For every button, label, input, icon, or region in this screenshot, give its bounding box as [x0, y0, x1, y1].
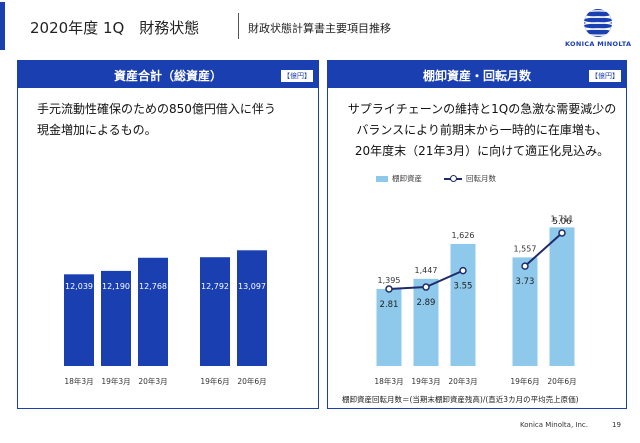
legend-label: 棚卸資産	[392, 174, 422, 183]
slide-header: 2020年度 1Q 財務状態 財政状態計算書主要項目推移 KONICA MINO…	[0, 0, 640, 55]
x-tick-label: 19年3月	[411, 376, 440, 386]
bar-value-label: 1,447	[415, 266, 438, 275]
logo-wordmark: KONICA MINOLTA	[565, 40, 632, 48]
chart-bar	[237, 250, 267, 366]
line-point	[385, 285, 393, 293]
bar-value-label: 1,626	[452, 231, 475, 240]
page-title: 2020年度 1Q 財務状態	[30, 19, 200, 37]
title-divider	[238, 13, 239, 39]
description-line: 20年度末（21年3月）に向けて適正化見込み。	[354, 144, 610, 158]
x-tick-label: 19年3月	[101, 376, 130, 386]
legend-marker-icon	[450, 175, 457, 182]
bar-value-label: 13,097	[238, 282, 266, 291]
description-line: サプライチェーンの維持と1Qの急激な需要減少の	[347, 102, 617, 116]
panel-description: 手元流動性確保のための850億円借入に伴う 現金増加によるもの。	[37, 99, 317, 141]
header-accent-bar	[0, 2, 5, 50]
bar-value-label: 12,190	[102, 282, 130, 291]
panel-description: サプライチェーンの維持と1Qの急激な需要減少の バランスにより前期末から一時的に…	[338, 99, 626, 162]
unit-badge: 【億円】	[281, 70, 313, 82]
x-tick-label: 20年6月	[547, 376, 576, 386]
total-assets-panel: 資産合計（総資産） 【億円】 手元流動性確保のための850億円借入に伴う 現金増…	[17, 60, 319, 409]
line-value-label: 5.06	[553, 217, 572, 227]
chart-bar	[450, 243, 476, 366]
chart-bar	[413, 278, 439, 366]
line-value-label: 3.55	[454, 282, 473, 292]
unit-badge: 【億円】	[589, 70, 621, 82]
chart-bar	[64, 274, 94, 366]
chart-bar	[138, 257, 168, 366]
legend-swatch	[376, 176, 388, 182]
x-tick-label: 19年6月	[510, 376, 539, 386]
bar-value-label: 1,395	[378, 276, 401, 285]
bar-value-label: 12,792	[201, 282, 229, 291]
line-point	[459, 266, 467, 275]
footer-company: Konica Minolta, Inc.	[520, 421, 588, 429]
x-tick-label: 20年3月	[138, 376, 167, 386]
line-point	[521, 262, 529, 270]
panel-header: 棚卸資産・回転月数 【億円】	[328, 61, 626, 88]
inventory-panel: 棚卸資産・回転月数 【億円】 サプライチェーンの維持と1Qの急激な需要減少の バ…	[327, 60, 627, 409]
bar-value-label: 1,557	[514, 244, 537, 253]
chart-bar	[200, 257, 230, 366]
line-value-label: 2.89	[417, 298, 436, 308]
line-point	[558, 229, 566, 237]
line-value-label: 2.81	[380, 300, 399, 310]
chart-bar	[512, 257, 538, 366]
panel-title: 棚卸資産・回転月数	[422, 69, 531, 83]
x-tick-label: 19年6月	[200, 376, 229, 386]
description-line: 手元流動性確保のための850億円借入に伴う	[37, 102, 276, 116]
panel-header: 資産合計（総資産） 【億円】	[18, 61, 318, 88]
page-number: 19	[612, 421, 621, 429]
inventory-chart: 1,395 18年3月 1,447 19年3月 1,626 20年3月 1,557 19年6月…	[374, 214, 576, 386]
chart-bar	[549, 227, 575, 366]
turnover-line-segment	[524, 232, 563, 267]
chart-bar	[101, 270, 131, 366]
formula-note: 棚卸資産回転月数＝(当期末棚卸資産残高)/(直近3カ月の平均売上原価)	[342, 395, 579, 404]
description-line: バランスにより前期末から一時的に在庫増も、	[356, 123, 608, 137]
total-assets-chart: 12,039 18年3月 12,190 19年3月 12,768 20年3月 12,792 1…	[64, 250, 267, 386]
x-tick-label: 20年3月	[448, 376, 477, 386]
x-tick-label: 18年3月	[64, 376, 93, 386]
page-subtitle: 財政状態計算書主要項目推移	[248, 22, 391, 35]
x-tick-label: 18年3月	[374, 376, 403, 386]
line-value-label: 3.73	[516, 277, 535, 287]
konica-minolta-logo: KONICA MINOLTA	[565, 8, 631, 52]
legend-label: 回転月数	[466, 174, 496, 183]
x-tick-label: 20年6月	[237, 376, 266, 386]
bar-value-label: 12,039	[65, 282, 93, 291]
globe-logo-icon	[584, 9, 612, 37]
panel-title: 資産合計（総資産）	[113, 69, 222, 83]
bar-value-label: 12,768	[139, 282, 167, 291]
bar-value-label: 1,711	[551, 214, 574, 223]
chart-bar	[376, 288, 402, 366]
description-line: 現金増加によるもの。	[37, 123, 157, 137]
line-point	[422, 283, 430, 291]
